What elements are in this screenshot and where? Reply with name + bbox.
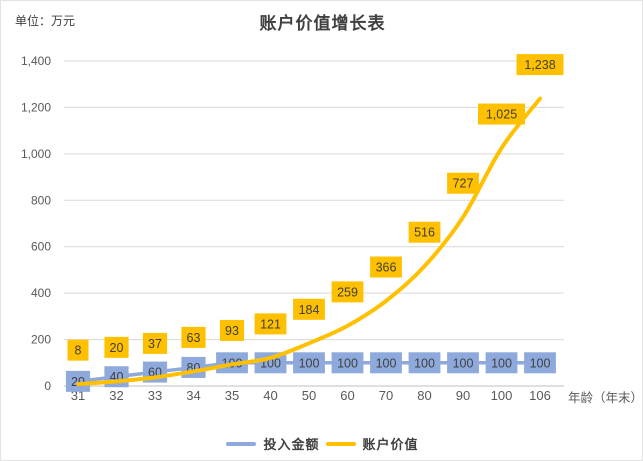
account-data-label-text: 37 (148, 337, 162, 351)
account-data-label-box (142, 332, 168, 354)
invested-data-label-box (331, 352, 364, 374)
x-tick-label: 80 (417, 388, 431, 403)
y-tick-label: 600 (31, 240, 51, 254)
legend-label-invested: 投入金额 (263, 437, 320, 452)
account-data-label-text: 366 (376, 261, 397, 275)
account-data-label-box (447, 172, 479, 194)
chart-title: 账户价值增长表 (259, 14, 386, 33)
x-tick-label: 33 (148, 388, 162, 403)
account-data-label-box (219, 319, 245, 341)
invested-data-label-text: 100 (337, 356, 358, 370)
y-tick-label: 1,200 (21, 100, 51, 114)
invested-data-label-text: 100 (299, 356, 320, 370)
invested-line-swatch (226, 441, 257, 446)
account-data-label-text: 259 (337, 285, 358, 299)
account-data-label-text: 1,025 (486, 108, 517, 122)
x-tick-label: 100 (491, 388, 513, 403)
x-tick-label: 40 (263, 388, 277, 403)
account-data-label-box (331, 281, 364, 303)
y-tick-label: 800 (31, 193, 51, 207)
invested-data-label-box (293, 352, 325, 374)
account-data-label-box (67, 339, 89, 361)
invested-data-label-box (65, 370, 91, 392)
legend: 投入金额 账户价值 (1, 434, 642, 453)
account-data-label-text: 727 (453, 177, 474, 191)
account-data-label-text: 516 (414, 226, 435, 240)
invested-data-label-text: 100 (414, 356, 435, 370)
account-data-label-box (254, 313, 287, 335)
x-tick-label: 90 (456, 388, 470, 403)
x-tick-label: 70 (379, 388, 393, 403)
y-tick-label: 1,400 (21, 54, 51, 68)
invested-data-label-text: 100 (530, 356, 551, 370)
account-data-label-box (293, 298, 325, 320)
account-data-label-box (370, 256, 402, 278)
invested-data-label-text: 100 (491, 356, 512, 370)
account-data-label-box (181, 326, 206, 348)
x-tick-label: 32 (109, 388, 123, 403)
account-data-label-text: 93 (225, 324, 239, 338)
account-data-label-box (104, 336, 129, 358)
account-data-label-box (478, 103, 525, 125)
y-tick-label: 1,000 (21, 147, 51, 161)
invested-data-label-box (447, 352, 479, 374)
account-line-swatch (325, 441, 356, 446)
invested-data-label-box (485, 352, 518, 374)
account-data-label-text: 63 (187, 331, 201, 345)
y-tick-label: 200 (31, 333, 51, 347)
invested-data-label-box (370, 352, 402, 374)
x-tick-label: 35 (225, 388, 239, 403)
x-tick-label: 50 (302, 388, 316, 403)
x-tick-label: 34 (186, 388, 200, 403)
legend-label-account: 账户价值 (362, 437, 419, 452)
invested-data-label-box (254, 352, 287, 374)
invested-data-label-text: 100 (453, 356, 474, 370)
x-tick-label: 60 (340, 388, 354, 403)
unit-label: 单位：万元 (15, 14, 76, 28)
y-tick-label: 400 (31, 286, 51, 300)
x-axis-title: 年龄（年末） (568, 391, 643, 405)
account-data-label-text: 8 (75, 344, 82, 358)
invested-data-label-box (408, 352, 441, 374)
account-data-label-text: 184 (299, 303, 320, 317)
legend-item-account: 账户价值 (325, 434, 419, 453)
account-data-label-box (516, 54, 564, 76)
invested-data-label-text: 100 (376, 356, 397, 370)
account-data-label-text: 121 (260, 317, 281, 331)
account-series-line (76, 96, 542, 387)
account-data-label-box (408, 221, 441, 243)
y-tick-label: 0 (44, 379, 51, 393)
invested-data-label-box (524, 352, 556, 374)
account-data-label-text: 20 (110, 341, 124, 355)
legend-item-invested: 投入金额 (226, 434, 319, 453)
account-data-label-text: 1,238 (524, 58, 555, 72)
x-tick-label: 106 (529, 388, 551, 403)
